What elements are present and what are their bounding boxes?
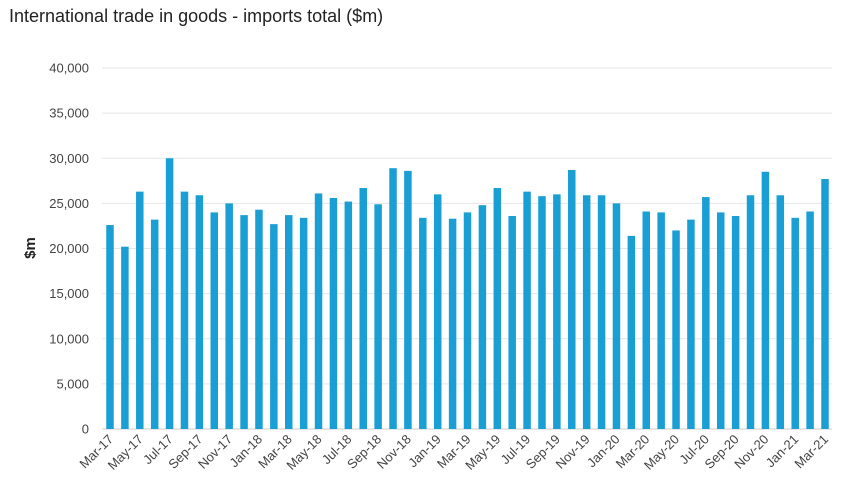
bar-Sep-19 <box>553 194 561 429</box>
bar-Jun-17 <box>150 219 159 429</box>
bar-Jul-20 <box>702 197 710 429</box>
bar-Sep-20 <box>731 216 740 429</box>
bar-Aug-18 <box>359 188 367 429</box>
bar-Apr-18 <box>299 217 308 429</box>
y-tick-label: 30,000 <box>49 151 89 166</box>
bar-Feb-19 <box>448 218 457 429</box>
bar-Mar-19 <box>463 212 472 429</box>
bar-Mar-17 <box>106 225 114 429</box>
bar-Jan-19 <box>433 194 442 429</box>
y-tick-label: 0 <box>82 422 89 437</box>
bars <box>106 158 829 430</box>
bar-May-17 <box>136 191 144 429</box>
bar-May-19 <box>493 188 502 429</box>
y-tick-label: 40,000 <box>49 61 89 76</box>
bar-Apr-20 <box>657 212 665 429</box>
x-tick-label: Nov-17 <box>195 432 235 472</box>
y-axis-ticks: 0 5,000 10,000 15,000 20,000 25,000 30,000 35,0… <box>49 61 89 437</box>
bar-Mar-21 <box>821 179 829 429</box>
bar-Mar-18 <box>285 215 293 429</box>
y-tick-label: 25,000 <box>49 196 89 211</box>
y-axis-label: $m <box>22 237 39 259</box>
bar-Jun-19 <box>508 216 516 429</box>
x-axis-ticks: Mar-17May-17Jul-17Sep-17Nov-17Jan-18Mar-… <box>76 432 831 473</box>
bar-Nov-17 <box>225 203 233 429</box>
bar-Oct-18 <box>389 168 397 430</box>
bar-Oct-17 <box>210 212 219 429</box>
bar-Jul-19 <box>523 191 531 429</box>
bar-Oct-19 <box>568 169 576 430</box>
bar-Mar-20 <box>642 211 650 429</box>
bar-Jul-18 <box>344 201 353 429</box>
y-tick-label: 20,000 <box>49 241 89 256</box>
bar-Dec-19 <box>597 195 606 429</box>
bar-Jun-20 <box>687 219 695 429</box>
bar-Apr-19 <box>478 205 487 429</box>
y-tick-label: 5,000 <box>56 376 89 391</box>
x-tick-label: Nov-19 <box>553 432 593 472</box>
bar-Oct-20 <box>746 195 755 429</box>
bar-Aug-20 <box>716 212 725 429</box>
bar-Aug-17 <box>180 191 189 429</box>
bar-Jan-18 <box>255 209 263 429</box>
bar-Feb-18 <box>270 224 278 429</box>
bar-Jan-20 <box>612 203 621 429</box>
bar-Sep-18 <box>374 204 382 429</box>
chart-title: International trade in goods - imports t… <box>9 6 384 26</box>
y-tick-label: 35,000 <box>49 106 89 121</box>
bar-Feb-21 <box>806 211 814 429</box>
bar-Nov-18 <box>404 170 412 429</box>
bar-Nov-20 <box>761 171 770 429</box>
bar-Sep-17 <box>195 195 204 429</box>
bar-Aug-19 <box>538 196 546 429</box>
x-tick-label: Mar-21 <box>791 432 831 472</box>
bar-Apr-17 <box>121 246 129 429</box>
bar-May-18 <box>314 193 323 429</box>
x-tick-label: Nov-18 <box>374 432 414 472</box>
x-tick-label: Nov-20 <box>731 432 771 472</box>
bar-Jan-21 <box>791 217 799 429</box>
bar-May-20 <box>672 230 680 429</box>
y-tick-label: 15,000 <box>49 286 89 301</box>
bar-Feb-20 <box>627 235 636 429</box>
bar-Jul-17 <box>165 158 174 429</box>
y-tick-label: 10,000 <box>49 331 89 346</box>
bar-Dec-20 <box>776 195 785 429</box>
bar-Jun-18 <box>329 197 338 429</box>
bar-Dec-18 <box>419 217 427 429</box>
bar-Dec-17 <box>240 215 248 429</box>
bar-Nov-19 <box>582 195 591 429</box>
